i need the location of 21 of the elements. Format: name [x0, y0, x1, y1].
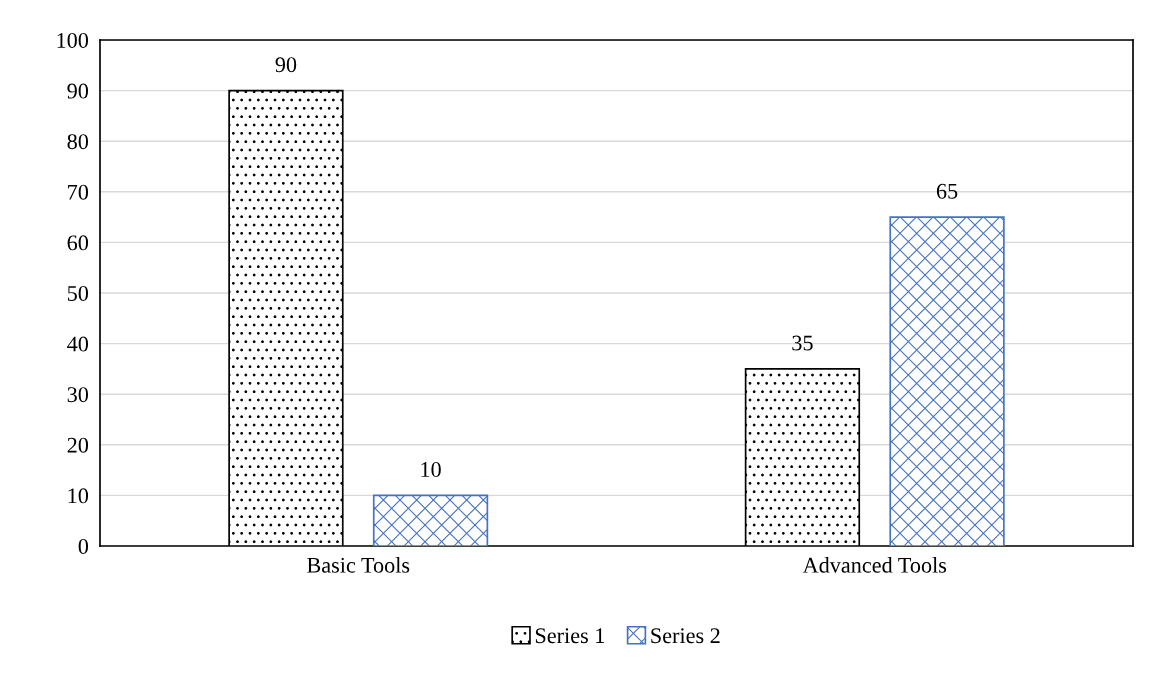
y-tick-label: 30: [67, 387, 89, 403]
data-label: 65: [936, 183, 958, 199]
y-tick-label: 20: [67, 437, 89, 453]
x-tick-label: Basic Tools: [307, 557, 410, 573]
y-tick-label: 0: [78, 538, 89, 554]
data-label: 90: [275, 57, 297, 73]
y-tick-label: 60: [67, 235, 89, 251]
bar: [372, 494, 489, 546]
y-tick-label: 100: [57, 32, 89, 48]
y-tick-label: 40: [67, 336, 89, 352]
y-tick-label: 10: [68, 488, 89, 504]
data-label: 35: [792, 335, 813, 351]
bar: [889, 216, 1005, 546]
legend-label: Series 1: [535, 628, 605, 644]
x-tick-label: Advanced Tools: [802, 557, 947, 573]
y-tick-label: 80: [67, 134, 89, 150]
legend-label: Series 2: [651, 628, 720, 644]
y-tick-label: 70: [68, 184, 89, 200]
data-label: 10: [421, 462, 441, 477]
y-tick-label: 90: [67, 83, 89, 99]
y-tick-label: 50: [67, 285, 89, 301]
